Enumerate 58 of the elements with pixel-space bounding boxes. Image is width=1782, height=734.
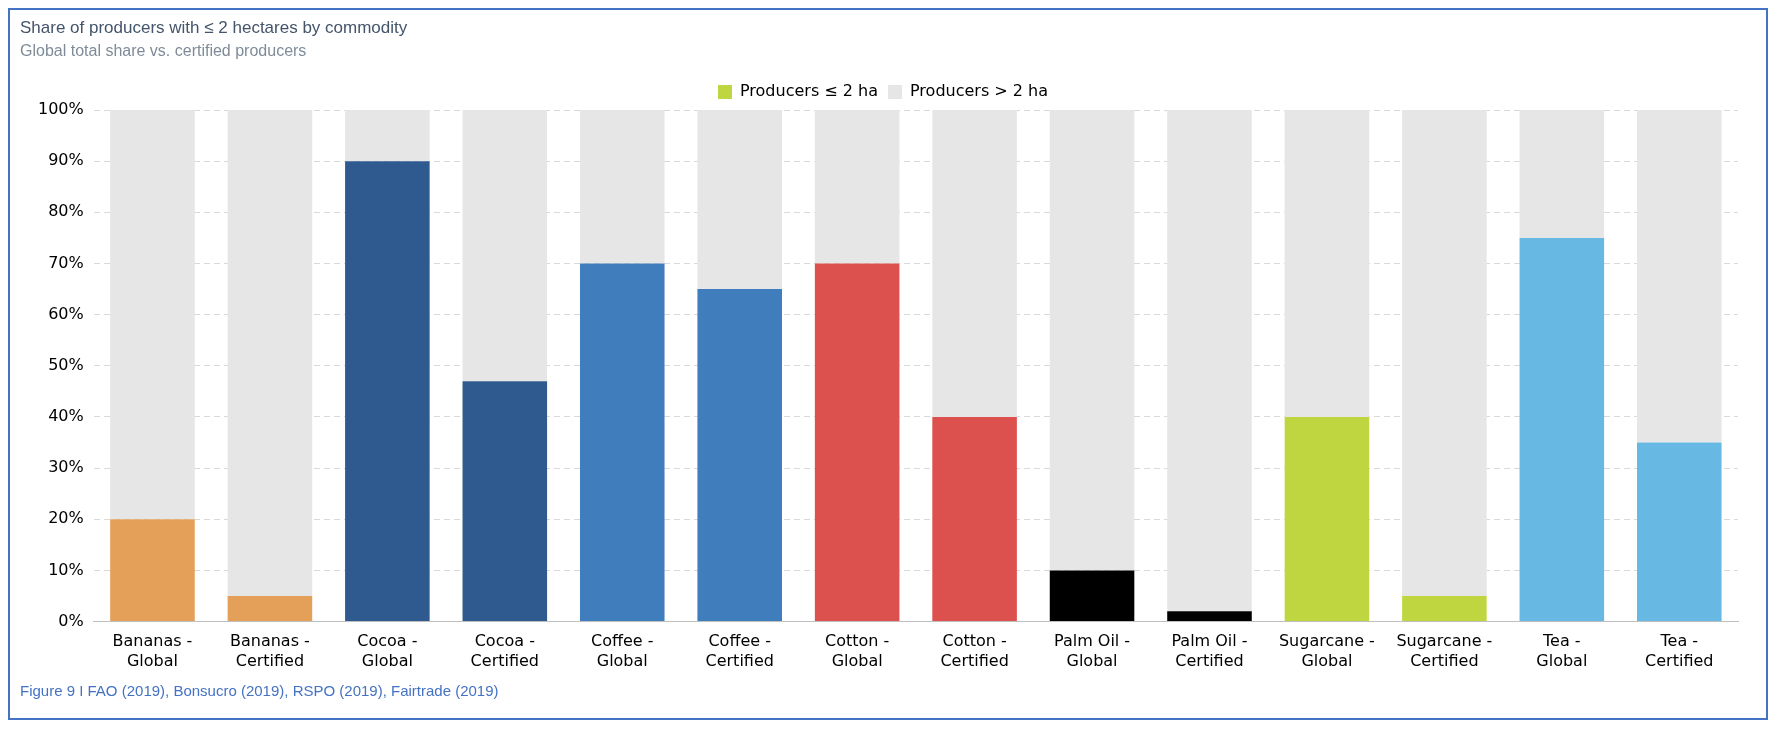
bar [932, 110, 1017, 417]
x-tick-label: Coffee - Global [590, 631, 654, 670]
y-tick-label: 60% [48, 303, 84, 323]
bar [1637, 110, 1722, 443]
bar [932, 416, 1017, 622]
bar [110, 519, 195, 622]
legend-label: Producers ≤ 2 ha [739, 81, 879, 101]
x-tick-label: Tea - Global [1536, 631, 1588, 670]
bar [1284, 110, 1370, 417]
y-tick-label: 100% [37, 99, 84, 119]
bar [579, 263, 665, 622]
bar [814, 110, 900, 264]
x-tick-label: Palm Oil - Global [1053, 631, 1131, 670]
caption: Figure 9 I FAO (2019), Bonsucro (2019), RSPO (2019), Fairtrade (2019) [20, 682, 499, 699]
bar [462, 381, 548, 622]
bar [1049, 570, 1135, 622]
y-tick-label: 0% [58, 610, 84, 630]
bar [1402, 596, 1487, 622]
y-tick-label: 40% [48, 406, 84, 426]
x-tick-label: Cotton - Certified [940, 631, 1009, 670]
y-tick-label: 30% [48, 457, 84, 477]
x-tick-label: Cotton - Global [825, 631, 890, 670]
x-tick-label: Bananas - Certified [229, 631, 310, 670]
bar [697, 110, 782, 290]
x-tick-label: Palm Oil - Certified [1171, 631, 1248, 670]
y-tick-label: 10% [48, 559, 84, 579]
y-tick-label: 80% [48, 201, 84, 221]
bar [1167, 110, 1252, 612]
bar [1167, 611, 1252, 622]
chart-subtitle: Global total share vs. certified producers [20, 42, 307, 60]
legend-label: Producers > 2 ha [910, 81, 1049, 101]
bar [814, 263, 900, 622]
x-tick-label: Sugarcane - Global [1278, 631, 1375, 670]
bar [1637, 442, 1722, 622]
x-tick-label: Cocoa - Global [357, 631, 418, 670]
bar [697, 289, 782, 622]
bar [345, 161, 430, 622]
bar [1519, 237, 1605, 622]
chart-title: Share of producers with ≤ 2 hectares by commodity [20, 18, 408, 38]
bar [1402, 110, 1487, 597]
bar [345, 110, 430, 162]
y-tick-label: 20% [48, 508, 84, 528]
bar [579, 110, 665, 264]
bar [110, 110, 195, 520]
y-tick-label: 70% [48, 252, 84, 272]
bar [1284, 416, 1370, 622]
y-tick-label: 90% [48, 150, 84, 170]
bar [1049, 110, 1135, 571]
bar [227, 596, 313, 622]
x-tick-label: Cocoa - Certified [470, 631, 539, 670]
bar [462, 110, 548, 382]
x-tick-label: Bananas - Global [112, 631, 193, 670]
bar [227, 110, 313, 597]
x-tick-label: Sugarcane - Certified [1396, 631, 1493, 670]
x-tick-label: Tea - Certified [1645, 631, 1714, 670]
x-tick-label: Coffee - Certified [705, 631, 774, 670]
y-tick-label: 50% [48, 354, 84, 374]
bar [1519, 110, 1605, 238]
